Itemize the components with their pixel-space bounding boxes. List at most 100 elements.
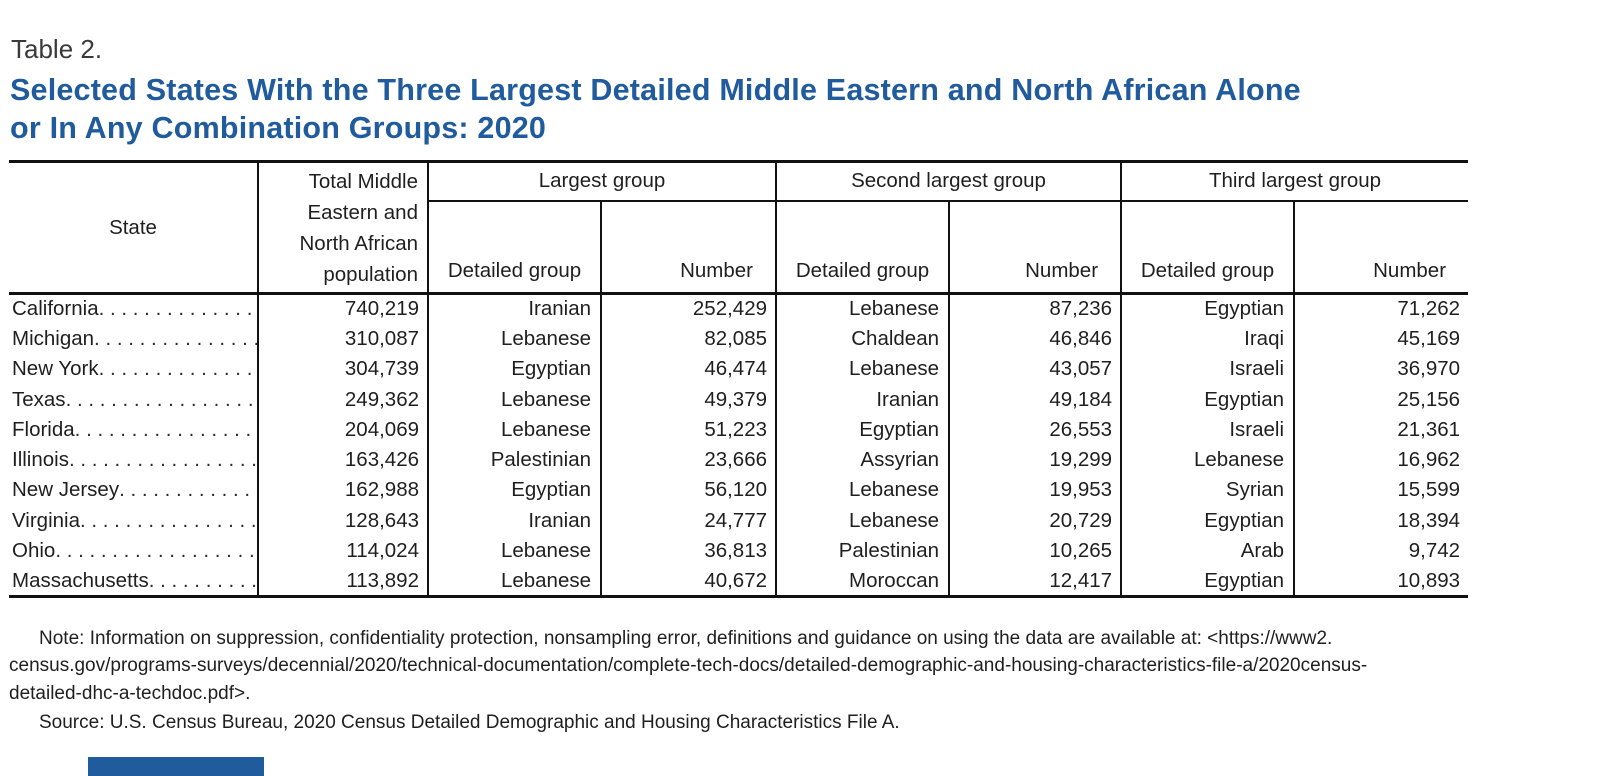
state-cell: Ohio. . . . . . . . . . . . . . . . . . … bbox=[9, 536, 258, 566]
dot-leader: . . . . . . . . . . . . . . . . . . . . … bbox=[74, 417, 257, 441]
second-group-number-cell: 19,953 bbox=[948, 475, 1122, 506]
number-column-header: Number bbox=[948, 200, 1122, 295]
second-group-number-cell: 26,553 bbox=[948, 414, 1122, 445]
largest-group-number-cell: 24,777 bbox=[599, 505, 777, 536]
dot-leader: . . . . . . . . . . . . . . . . . . . . … bbox=[94, 326, 257, 350]
second-group-number-cell: 19,299 bbox=[948, 444, 1122, 476]
total-population-cell: 114,024 bbox=[257, 535, 428, 567]
note-text-line1: Note: Information on suppression, confid… bbox=[39, 627, 1333, 649]
detailed-group-column-header: Detailed group bbox=[427, 200, 601, 295]
state-name: Massachusetts bbox=[12, 568, 149, 592]
second-group-name-cell: Egyptian bbox=[775, 414, 950, 445]
second-group-number-cell: 49,184 bbox=[948, 384, 1122, 415]
total-population-cell: 304,739 bbox=[257, 354, 428, 385]
second-group-number-cell: 20,729 bbox=[948, 505, 1122, 536]
dot-leader: . . . . . . . . . . . . . . . . . . . . … bbox=[98, 297, 257, 321]
second-largest-group-spanner-header: Second largest group bbox=[775, 161, 1122, 202]
state-name: Michigan bbox=[12, 326, 95, 350]
dot-leader: . . . . . . . . . . . . . . . . . . . . … bbox=[148, 568, 257, 592]
table-row: Florida. . . . . . . . . . . . . . . . .… bbox=[9, 414, 1469, 445]
table-row: Texas. . . . . . . . . . . . . . . . . .… bbox=[9, 384, 1469, 415]
table-row: California. . . . . . . . . . . . . . . … bbox=[9, 293, 1469, 324]
third-group-name-cell: Egyptian bbox=[1120, 384, 1295, 415]
table-row: Ohio. . . . . . . . . . . . . . . . . . … bbox=[9, 535, 1469, 567]
total-population-cell: 113,892 bbox=[257, 566, 428, 597]
state-cell: New Jersey. . . . . . . . . . . . . . . … bbox=[9, 475, 258, 505]
third-group-number-cell: 10,893 bbox=[1293, 566, 1469, 597]
largest-group-number-cell: 40,672 bbox=[599, 566, 777, 597]
total-population-cell: 163,426 bbox=[257, 444, 428, 476]
largest-group-name-cell: Iranian bbox=[427, 505, 601, 536]
second-group-name-cell: Lebanese bbox=[775, 293, 950, 324]
third-group-name-cell: Iraqi bbox=[1120, 323, 1295, 355]
state-name: Illinois bbox=[12, 448, 69, 472]
largest-group-name-cell: Palestinian bbox=[427, 444, 601, 476]
third-group-number-cell: 16,962 bbox=[1293, 444, 1469, 476]
note-text-line3: detailed-dhc-a-techdoc.pdf>. bbox=[9, 682, 251, 704]
data-table: State Total Middle Eastern and North Afr… bbox=[9, 160, 1469, 598]
state-name: Virginia bbox=[12, 508, 80, 532]
state-name: New York bbox=[12, 357, 99, 381]
source-text: Source: U.S. Census Bureau, 2020 Census … bbox=[39, 712, 900, 734]
second-group-number-cell: 87,236 bbox=[948, 293, 1122, 324]
state-cell: Texas. . . . . . . . . . . . . . . . . .… bbox=[9, 384, 258, 414]
total-population-cell: 162,988 bbox=[257, 475, 428, 506]
table-row: New Jersey. . . . . . . . . . . . . . . … bbox=[9, 475, 1469, 506]
number-column-header: Number bbox=[1293, 200, 1469, 295]
dot-leader: . . . . . . . . . . . . . . . . . . . . … bbox=[119, 478, 257, 502]
third-group-name-cell: Arab bbox=[1120, 535, 1295, 567]
page-title: Selected States With the Three Largest D… bbox=[10, 71, 1600, 147]
total-header-line: North African bbox=[299, 231, 419, 255]
third-group-number-cell: 21,361 bbox=[1293, 414, 1469, 445]
third-group-number-cell: 71,262 bbox=[1293, 293, 1469, 324]
largest-group-number-cell: 36,813 bbox=[599, 535, 777, 567]
state-cell: Virginia. . . . . . . . . . . . . . . . … bbox=[9, 506, 258, 536]
second-group-name-cell: Moroccan bbox=[775, 566, 950, 597]
third-group-name-cell: Egyptian bbox=[1120, 293, 1295, 324]
total-header-line: Eastern and bbox=[307, 200, 418, 224]
table-row: Illinois. . . . . . . . . . . . . . . . … bbox=[9, 444, 1469, 476]
third-group-number-cell: 18,394 bbox=[1293, 505, 1469, 536]
page-title-line2: or In Any Combination Groups: 2020 bbox=[10, 111, 547, 145]
state-cell: New York. . . . . . . . . . . . . . . . … bbox=[9, 354, 258, 384]
page-title-line1: Selected States With the Three Largest D… bbox=[10, 73, 1301, 107]
table-row: New York. . . . . . . . . . . . . . . . … bbox=[9, 354, 1469, 385]
third-group-name-cell: Lebanese bbox=[1120, 444, 1295, 476]
third-group-name-cell: Egyptian bbox=[1120, 505, 1295, 536]
second-group-name-cell: Palestinian bbox=[775, 535, 950, 567]
third-group-name-cell: Syrian bbox=[1120, 475, 1295, 506]
third-group-number-cell: 25,156 bbox=[1293, 384, 1469, 415]
total-population-cell: 249,362 bbox=[257, 384, 428, 415]
total-population-column-header: Total Middle Eastern and North African p… bbox=[258, 161, 428, 295]
third-group-name-cell: Egyptian bbox=[1120, 566, 1295, 597]
total-population-cell: 310,087 bbox=[257, 323, 428, 355]
third-group-number-cell: 45,169 bbox=[1293, 323, 1469, 355]
table-row: Virginia. . . . . . . . . . . . . . . . … bbox=[9, 505, 1469, 536]
third-group-number-cell: 36,970 bbox=[1293, 354, 1469, 385]
total-population-cell: 204,069 bbox=[257, 414, 428, 445]
largest-group-name-cell: Lebanese bbox=[427, 535, 601, 567]
largest-group-number-cell: 49,379 bbox=[599, 384, 777, 415]
state-column-header: State bbox=[9, 161, 259, 295]
largest-group-name-cell: Lebanese bbox=[427, 323, 601, 355]
second-group-number-cell: 46,846 bbox=[948, 323, 1122, 355]
largest-group-name-cell: Egyptian bbox=[427, 354, 601, 385]
table-number-label: Table 2. bbox=[11, 34, 103, 64]
largest-group-name-cell: Lebanese bbox=[427, 384, 601, 415]
second-group-number-cell: 12,417 bbox=[948, 566, 1122, 597]
detailed-group-column-header: Detailed group bbox=[775, 200, 950, 295]
note-text-line2: census.gov/programs-surveys/decennial/20… bbox=[9, 655, 1368, 677]
largest-group-name-cell: Lebanese bbox=[427, 414, 601, 445]
largest-group-name-cell: Egyptian bbox=[427, 475, 601, 506]
largest-group-name-cell: Lebanese bbox=[427, 566, 601, 597]
table-row: Michigan. . . . . . . . . . . . . . . . … bbox=[9, 323, 1469, 355]
largest-group-number-cell: 252,429 bbox=[599, 293, 777, 324]
state-cell: Florida. . . . . . . . . . . . . . . . .… bbox=[9, 415, 258, 445]
largest-group-number-cell: 56,120 bbox=[599, 475, 777, 506]
largest-group-spanner-header: Largest group bbox=[426, 161, 777, 202]
state-name: Ohio bbox=[12, 539, 56, 563]
state-cell: California. . . . . . . . . . . . . . . … bbox=[9, 294, 258, 324]
largest-group-number-cell: 51,223 bbox=[599, 414, 777, 445]
state-name: New Jersey bbox=[12, 478, 120, 502]
